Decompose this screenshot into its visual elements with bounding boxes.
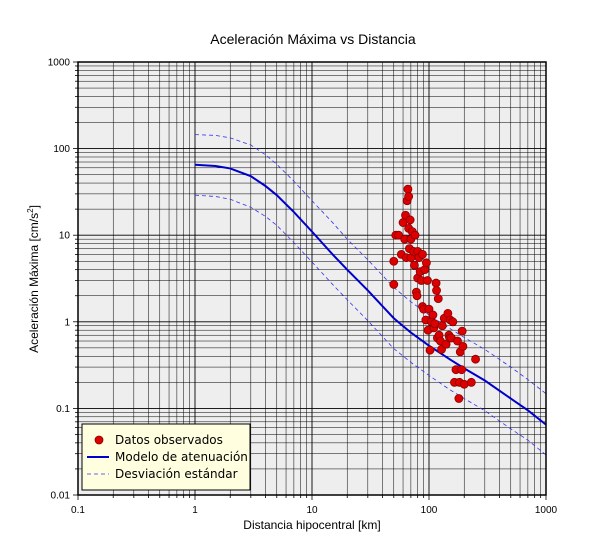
data-point (405, 215, 415, 225)
data-point (403, 184, 413, 194)
y-axis-label: Aceleración Máxima [cm/s2] (26, 205, 41, 353)
data-point (457, 326, 467, 336)
data-point (410, 230, 420, 240)
y-tick-label: 0.01 (51, 491, 71, 502)
x-axis-ticks: 0.1 1 10 100 1000 (71, 495, 558, 516)
data-point (389, 280, 399, 289)
data-point (409, 260, 419, 270)
data-point (433, 294, 443, 304)
data-point (428, 310, 438, 320)
data-point (412, 291, 422, 301)
data-point (431, 278, 441, 288)
x-tick-label: 10 (306, 505, 318, 516)
y-tick-label: 1 (64, 317, 70, 328)
y-axis-label-main: Aceleración Máxima [cm/s (27, 213, 41, 353)
legend: Datos observados Modelo de atenuación De… (81, 423, 251, 491)
x-tick-label: 1 (192, 505, 198, 516)
data-point (457, 365, 467, 375)
legend-marker-points (94, 435, 104, 445)
data-point (389, 256, 399, 266)
data-point (394, 230, 404, 240)
grid (78, 62, 546, 495)
x-tick-label: 0.1 (71, 505, 85, 516)
legend-label-deviation: Desviación estándar (115, 467, 238, 481)
data-point (421, 258, 431, 268)
y-tick-label: 100 (53, 144, 70, 155)
data-point (471, 354, 480, 364)
attenuation-model-line (194, 163, 547, 426)
y-tick-label: 10 (59, 231, 71, 242)
data-point (425, 345, 435, 355)
data-point (448, 317, 458, 327)
data-point (418, 250, 427, 259)
legend-box (81, 423, 251, 491)
y-axis-label-superscript: 2 (26, 208, 35, 213)
y-tick-label: 1000 (48, 58, 71, 69)
legend-label-points: Datos observados (115, 433, 223, 447)
x-tick-label: 100 (421, 505, 438, 516)
data-points (389, 184, 480, 403)
data-point (466, 377, 476, 387)
deviation-lines (194, 134, 547, 456)
legend-label-model: Modelo de atenuación (115, 450, 248, 464)
x-axis-label: Distancia hipocentral [km] (243, 518, 380, 532)
data-point (423, 276, 432, 285)
chart-title: Aceleración Máxima vs Distancia (210, 31, 416, 47)
data-point (437, 321, 447, 331)
data-point (453, 336, 462, 346)
model-line (194, 163, 547, 426)
deviation-lower-line (194, 194, 547, 456)
y-tick-label: 0.1 (56, 404, 70, 415)
data-point (404, 192, 414, 201)
deviation-upper-line (194, 134, 547, 394)
data-point (458, 341, 468, 351)
data-point (432, 286, 441, 295)
y-axis-label-end: ] (27, 205, 41, 208)
y-axis-ticks: 0.01 0.1 1 10 100 1000 (48, 58, 78, 502)
data-point (430, 319, 440, 329)
data-point (454, 394, 464, 403)
x-tick-label: 1000 (535, 505, 558, 516)
